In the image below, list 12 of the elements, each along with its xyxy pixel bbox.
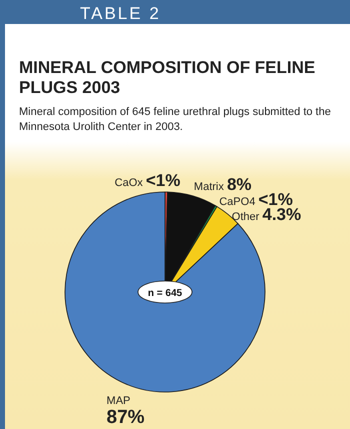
slice-label: MAP bbox=[106, 394, 130, 407]
data-label: <1% bbox=[146, 171, 180, 190]
data-label: 87% bbox=[106, 406, 145, 428]
data-label: 8% bbox=[226, 175, 252, 194]
slice-label: CaPO4 bbox=[219, 196, 258, 208]
slice-label: Other bbox=[232, 211, 262, 224]
count-label-oval: n = 645 bbox=[138, 280, 192, 304]
slice-label: CaOx bbox=[114, 177, 146, 190]
slice-label: Matrix bbox=[194, 181, 227, 194]
chart-subtitle: Mineral composition of 645 feline urethral plugs submitted to the Minnesota Urolith Center in 2003. bbox=[19, 106, 331, 133]
chart-title: MINERAL COMPOSITION OF FELINE PLUGS 2003 bbox=[19, 58, 316, 97]
caption: TABLE 2 bbox=[80, 4, 161, 23]
